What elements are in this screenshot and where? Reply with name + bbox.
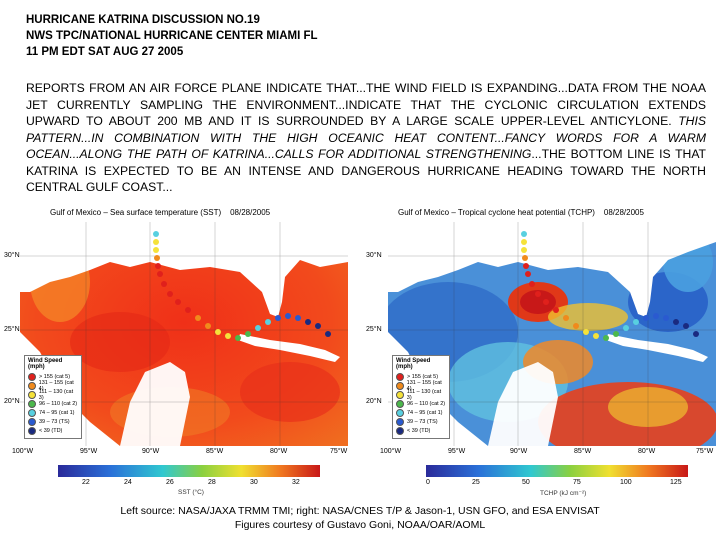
- right-cbar-tick: 100: [620, 479, 632, 486]
- discussion-text: REPORTS FROM AN AIR FORCE PLANE INDICATE…: [26, 80, 706, 196]
- legend-dot-icon: [28, 399, 36, 408]
- left-track: [153, 231, 331, 341]
- legend-dot-icon: [28, 390, 36, 399]
- legend-row: 111 – 130 (cat 3): [396, 389, 446, 401]
- legend-row: 74 – 95 (cat 1): [28, 408, 78, 417]
- right-colorbar: [426, 465, 688, 477]
- legend-row: < 39 (TD): [396, 426, 446, 435]
- left-lat-20: 20°N: [4, 398, 20, 405]
- discussion-part-3: ...THE BOTTOM LINE IS THAT KATRINA IS EX…: [26, 147, 706, 194]
- right-track: [521, 231, 699, 341]
- legend-dot-icon: [396, 408, 404, 417]
- legend-dot-icon: [396, 381, 404, 390]
- discussion-part-2: THIS PATTERN...IN COMBINATION WITH THE H…: [26, 114, 706, 161]
- legend-row: 39 – 73 (TS): [396, 417, 446, 426]
- legend-row: 131 – 155 (cat 4): [396, 380, 446, 392]
- left-lon-90: 90°W: [142, 448, 160, 455]
- legend-dot-icon: [396, 417, 404, 426]
- legend-dot-icon: [28, 417, 36, 426]
- left-cbar-tick: 32: [292, 479, 300, 486]
- left-lon-75: 75°W: [330, 448, 348, 455]
- legend-title: Wind Speed (mph): [396, 358, 431, 370]
- left-cbar-tick: 28: [208, 479, 216, 486]
- right-lat-25: 25°N: [366, 326, 382, 333]
- right-lon-95: 95°W: [448, 448, 466, 455]
- left-cbar-tick: 26: [166, 479, 174, 486]
- left-lon-100: 100°W: [12, 448, 34, 455]
- legend-dot-icon: [396, 372, 404, 381]
- legend-dot-icon: [28, 372, 36, 381]
- legend-row: < 39 (TD): [28, 426, 78, 435]
- right-wind-legend: Wind Speed (mph) > 155 (cat 5) 131 – 155…: [392, 355, 450, 439]
- left-lon-85: 85°W: [206, 448, 224, 455]
- legend-row: 131 – 155 (cat 4): [28, 380, 78, 392]
- left-wind-legend: Wind Speed (mph) > 155 (cat 5) 131 – 155…: [24, 355, 82, 439]
- right-lat-20: 20°N: [366, 398, 382, 405]
- legend-title: Wind Speed (mph): [28, 358, 63, 370]
- legend-dot-icon: [28, 426, 36, 435]
- right-cbar-label: TCHP (kJ cm⁻²): [540, 490, 587, 497]
- header-line-1: HURRICANE KATRINA DISCUSSION NO.19: [26, 14, 260, 26]
- left-cbar-label: SST (°C): [178, 489, 204, 496]
- right-lon-85: 85°W: [574, 448, 592, 455]
- legend-row: 74 – 95 (cat 1): [396, 408, 446, 417]
- legend-dot-icon: [396, 390, 404, 399]
- legend-row: > 155 (cat 5): [396, 372, 446, 381]
- right-lon-75: 75°W: [696, 448, 714, 455]
- left-cbar-tick: 24: [124, 479, 132, 486]
- right-lon-90: 90°W: [510, 448, 528, 455]
- left-cbar-tick: 22: [82, 479, 90, 486]
- discussion-part-1: REPORTS FROM AN AIR FORCE PLANE INDICATE…: [26, 81, 706, 128]
- header-line-2: NWS TPC/NATIONAL HURRICANE CENTER MIAMI …: [26, 30, 318, 42]
- legend-row: 96 – 110 (cat 2): [28, 399, 78, 408]
- left-lat-25: 25°N: [4, 326, 20, 333]
- header-line-3: 11 PM EDT SAT AUG 27 2005: [26, 46, 184, 58]
- left-lon-95: 95°W: [80, 448, 98, 455]
- right-cbar-tick: 75: [573, 479, 581, 486]
- left-cbar-tick: 30: [250, 479, 258, 486]
- right-cbar-tick: 0: [426, 479, 430, 486]
- legend-dot-icon: [396, 399, 404, 408]
- legend-dot-icon: [28, 408, 36, 417]
- credit-line-1: Left source: NASA/JAXA TRMM TMI; right: …: [120, 505, 600, 517]
- right-lon-100: 100°W: [380, 448, 402, 455]
- right-cbar-tick: 125: [670, 479, 682, 486]
- credit-line-2: Figures courtesy of Gustavo Goni, NOAA/O…: [234, 519, 486, 531]
- right-cbar-tick: 50: [522, 479, 530, 486]
- legend-row: 96 – 110 (cat 2): [396, 399, 446, 408]
- right-map-title: Gulf of Mexico – Tropical cyclone heat p…: [398, 208, 644, 217]
- legend-dot-icon: [28, 381, 36, 390]
- right-lat-30: 30°N: [366, 252, 382, 259]
- legend-row: > 155 (cat 5): [28, 372, 78, 381]
- left-sst-map: [20, 222, 348, 446]
- legend-row: 111 – 130 (cat 3): [28, 389, 78, 401]
- right-cbar-tick: 25: [472, 479, 480, 486]
- left-map-title: Gulf of Mexico – Sea surface temperature…: [50, 208, 271, 217]
- left-lat-30: 30°N: [4, 252, 20, 259]
- legend-dot-icon: [396, 426, 404, 435]
- legend-row: 39 – 73 (TS): [28, 417, 78, 426]
- figure-credit: Left source: NASA/JAXA TRMM TMI; right: …: [0, 504, 720, 532]
- left-colorbar: [58, 465, 320, 477]
- right-lon-80: 80°W: [638, 448, 656, 455]
- right-tchp-map: [388, 222, 716, 446]
- discussion-header: HURRICANE KATRINA DISCUSSION NO.19 NWS T…: [26, 12, 318, 60]
- left-lon-80: 80°W: [270, 448, 288, 455]
